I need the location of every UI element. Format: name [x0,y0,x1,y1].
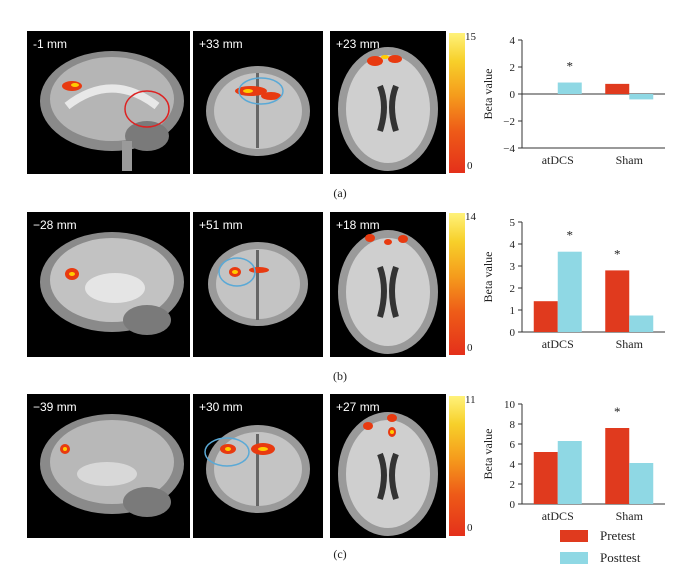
sagittal-slice-b: −28 mm [27,212,190,357]
category-label: Sham [616,153,644,167]
bar-posttest [629,463,654,504]
y-axis-label: Beta value [481,429,495,480]
caption-b: (b) [333,369,347,383]
bar-posttest [629,315,654,332]
y-tick-label: −4 [503,143,515,155]
coronal-brain-image [206,66,310,156]
y-tick-label: 10 [504,399,516,411]
slice-label: −28 mm [33,218,77,232]
slice-label: +27 mm [336,400,380,414]
axial-brain-image [338,412,438,536]
colorbar-min: 0 [467,522,473,534]
colorbar-min: 0 [467,342,473,354]
bar-pretest [533,301,558,332]
legend-swatch-pretest [560,530,588,542]
colorbar-min: 0 [467,160,473,172]
y-tick-label: 2 [510,479,516,491]
y-axis-label: Beta value [481,69,495,120]
category-label: Sham [616,509,644,523]
coronal-brain-image [204,425,310,513]
legend-swatch-posttest [560,552,588,564]
bar-chart-c: 10 8 6 4 2 0 Beta value atDCS Sham * [481,399,665,523]
sagittal-slice-c: −39 mm [27,394,190,538]
legend-item-posttest: Posttest [560,550,640,566]
significance-star: * [614,404,621,419]
significance-star: * [614,246,621,261]
colorbar-a [449,33,465,173]
y-tick-label: 2 [510,283,516,295]
bar-chart-a: 4 2 0 −2 −4 Beta value atDCS Sham * [481,35,665,167]
slice-label: -1 mm [33,37,67,51]
y-axis-label: Beta value [481,252,495,303]
sagittal-brain-image [40,51,184,171]
colorbar-max: 11 [465,394,476,406]
slice-label: +18 mm [336,218,380,232]
y-tick-label: 4 [510,459,516,471]
bar-posttest [557,82,582,94]
legend-label: Pretest [600,528,636,543]
significance-star: * [567,59,574,74]
colorbar-max: 14 [465,211,476,223]
bar-pretest [605,83,630,94]
axial-brain-image [338,47,438,171]
y-tick-label: 0 [510,327,516,339]
coronal-brain-image [208,242,308,326]
slice-label: +23 mm [336,37,380,51]
coronal-slice-a: +33 mm [193,31,323,174]
sagittal-brain-image [40,232,184,335]
slice-label: +30 mm [199,400,243,414]
y-tick-label: 8 [510,419,516,431]
legend-label: Posttest [600,550,641,565]
axial-slice-a: +23 mm [330,31,446,174]
y-tick-label: 0 [510,499,516,511]
axial-brain-image [338,230,438,354]
slice-label: −39 mm [33,400,77,414]
y-tick-label: 5 [510,217,516,229]
y-tick-label: 0 [510,89,516,101]
significance-star: * [567,228,574,243]
sagittal-slice-a: -1 mm [27,31,190,174]
category-label: atDCS [542,509,574,523]
bar-pretest [605,428,630,504]
y-tick-label: 1 [510,305,516,317]
y-tick-label: 4 [510,35,516,47]
bar-posttest [557,441,582,504]
y-tick-label: 2 [510,62,516,74]
slice-label: +33 mm [199,37,243,51]
colorbar-c [449,396,465,536]
category-label: atDCS [542,337,574,351]
bar-chart-b: 5 4 3 2 1 0 Beta value atDCS Sham * * [481,217,665,351]
caption-c: (c) [333,547,347,561]
bar-posttest [629,94,654,100]
y-tick-label: −2 [503,116,515,128]
category-label: Sham [616,337,644,351]
coronal-slice-c: +30 mm [193,394,323,538]
y-tick-label: 4 [510,239,516,251]
sagittal-brain-image [40,414,184,517]
category-label: atDCS [542,153,574,167]
bar-pretest [605,270,630,332]
legend: Pretest Posttest [560,528,640,572]
colorbar-max: 15 [465,31,476,43]
coronal-slice-b: +51 mm [193,212,323,357]
slice-label: +51 mm [199,218,243,232]
caption-a: (a) [333,186,347,200]
axial-slice-c: +27 mm [330,394,446,538]
legend-item-pretest: Pretest [560,528,640,544]
bar-pretest [533,452,558,504]
y-tick-label: 3 [510,261,516,273]
bar-posttest [557,251,582,332]
axial-slice-b: +18 mm [330,212,446,357]
y-tick-label: 6 [510,439,516,451]
colorbar-b [449,213,465,355]
